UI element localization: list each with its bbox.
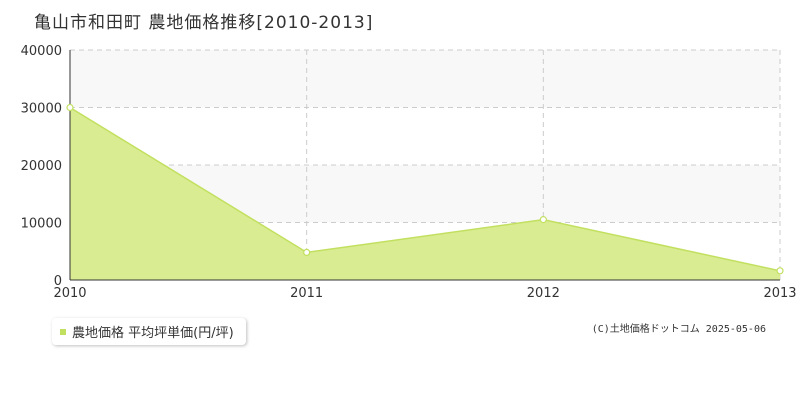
x-tick-label: 2010 [53, 286, 86, 301]
data-point [303, 248, 311, 256]
x-tick-label: 2013 [763, 286, 796, 301]
plot-band [70, 50, 780, 108]
data-point [66, 103, 74, 112]
y-tick-label: 40000 [21, 44, 62, 59]
data-point [539, 216, 547, 224]
legend-label: 農地価格 平均坪単価(円/坪) [72, 326, 234, 341]
x-tick-label: 2012 [527, 286, 560, 301]
y-tick-label: 30000 [21, 102, 62, 117]
legend-swatch [60, 328, 66, 335]
y-tick-label: 20000 [21, 159, 62, 174]
credit-text: (C)土地価格ドットコム 2025-05-06 [591, 324, 766, 335]
series-area [70, 107, 780, 280]
y-tick-label: 0 [54, 274, 62, 289]
legend: 農地価格 平均坪単価(円/坪) [52, 318, 246, 345]
x-tick-label: 2011 [290, 286, 323, 301]
data-point [776, 267, 784, 275]
series-line [69, 106, 781, 272]
y-tick-label: 10000 [21, 217, 62, 232]
chart-title: 亀山市和田町 農地価格推移[2010-2013] [34, 13, 374, 33]
